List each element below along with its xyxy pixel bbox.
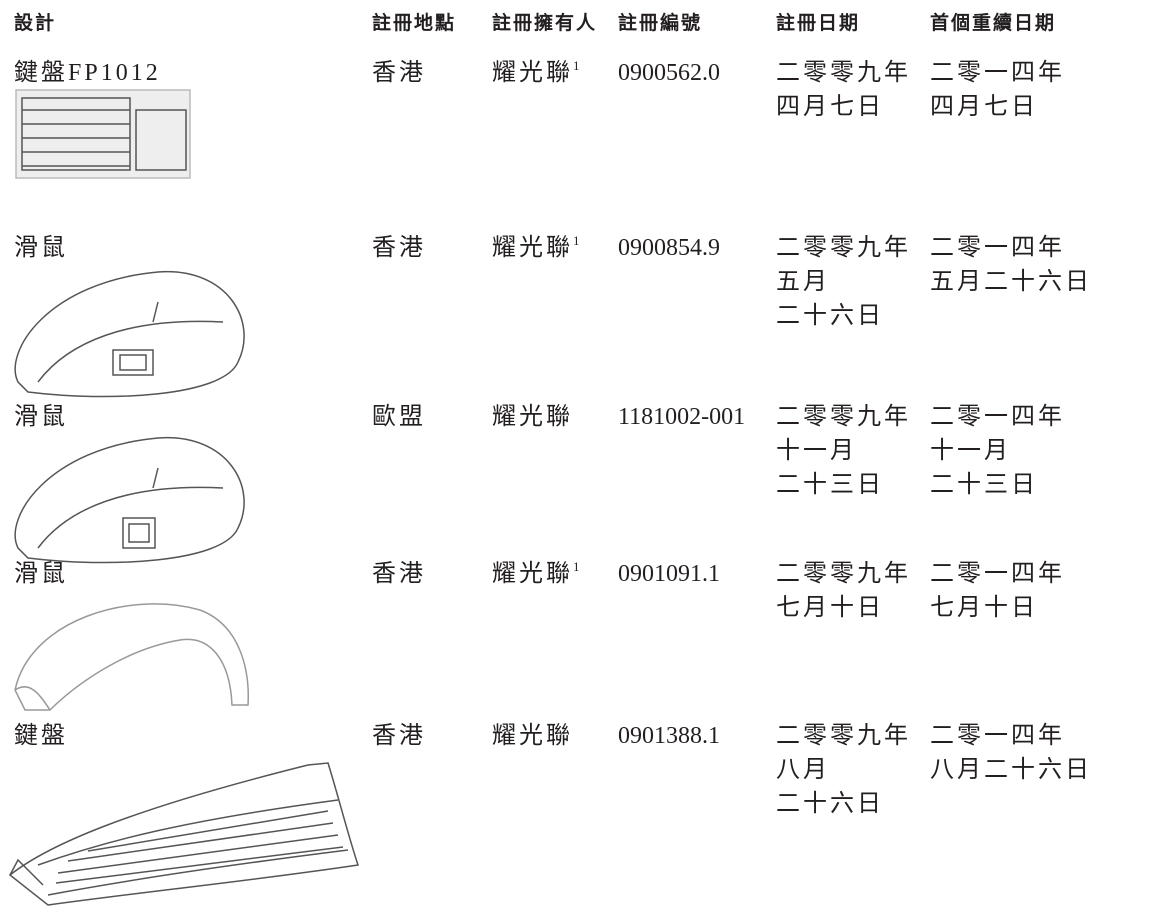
keyboard-image (8, 762, 359, 906)
mouse-image (14, 603, 249, 711)
registration-date-line: 二十六日 (776, 303, 884, 329)
owner-name: 耀光聯 (492, 60, 573, 86)
owner-name: 耀光聯 (492, 235, 573, 261)
renewal-date: 二零一四年十一月二十三日 (930, 400, 1065, 502)
registration-date-line: 四月七日 (776, 94, 884, 120)
registration-date: 二零零九年五月二十六日 (776, 231, 911, 333)
registration-number: 0900562.0 (618, 60, 720, 86)
registration-date-line: 八月 (776, 757, 830, 783)
design-name: 滑鼠 (14, 561, 68, 587)
registration-date: 二零零九年八月二十六日 (776, 719, 911, 821)
design-name: 鍵盤 (14, 723, 68, 749)
registration-date-line: 二十六日 (776, 791, 884, 817)
location: 歐盟 (372, 404, 426, 430)
renewal-date: 二零一四年五月二十六日 (930, 231, 1092, 299)
location: 香港 (372, 235, 426, 261)
registration-number: 0901388.1 (618, 723, 720, 749)
registration-date-line: 二零零九年 (776, 723, 911, 749)
owner: 耀光聯1 (492, 56, 580, 90)
footnote-marker: 1 (573, 58, 580, 73)
footnote-marker: 1 (573, 559, 580, 574)
registration-number: 1181002-001 (618, 404, 746, 430)
mouse-image (14, 271, 245, 398)
design-name: 鍵盤FP1012 (14, 60, 161, 86)
registration-date-line: 二零零九年 (776, 561, 911, 587)
owner-name: 耀光聯 (492, 723, 573, 749)
renewal-date: 二零一四年八月二十六日 (930, 719, 1092, 787)
registration-date: 二零零九年 四月七日 (776, 56, 911, 124)
registration-number: 0901091.1 (618, 561, 720, 587)
column-header: 註冊擁有人 (492, 13, 598, 34)
column-header: 首個重續日期 (930, 13, 1057, 34)
footnote-marker: 1 (573, 233, 580, 248)
renewal-date-line: 二零一四年 (930, 723, 1065, 749)
renewal-date-line: 二零一四年 (930, 404, 1065, 430)
location: 香港 (372, 723, 426, 749)
renewal-date-line: 二十三日 (930, 472, 1038, 498)
location: 香港 (372, 60, 426, 86)
registration-date-line: 五月 (776, 269, 830, 295)
owner: 耀光聯1 (492, 557, 580, 591)
column-header: 註冊日期 (776, 13, 861, 34)
location: 香港 (372, 561, 426, 587)
registration-date-line: 七月十日 (776, 595, 884, 621)
renewal-date: 二零一四年 四月七日 (930, 56, 1065, 124)
renewal-date-line: 八月二十六日 (930, 757, 1092, 783)
owner: 耀光聯1 (492, 231, 580, 265)
renewal-date: 二零一四年 七月十日 (930, 557, 1065, 625)
registration-date-line: 十一月 (776, 438, 857, 464)
owner-name: 耀光聯 (492, 561, 573, 587)
renewal-date-line: 二零一四年 (930, 561, 1065, 587)
column-header: 註冊地點 (372, 13, 457, 34)
keyboard-image (15, 89, 191, 179)
mouse-image (14, 437, 245, 564)
registration-date: 二零零九年 七月十日 (776, 557, 911, 625)
registration-date-line: 二十三日 (776, 472, 884, 498)
column-header: 設計 (14, 13, 57, 34)
renewal-date-line: 七月十日 (930, 595, 1038, 621)
registration-number: 0900854.9 (618, 235, 720, 261)
renewal-date-line: 二零一四年 (930, 60, 1065, 86)
renewal-date-line: 五月二十六日 (930, 269, 1092, 295)
registration-date-line: 二零零九年 (776, 404, 911, 430)
renewal-date-line: 四月七日 (930, 94, 1038, 120)
owner-name: 耀光聯 (492, 404, 573, 430)
registration-date: 二零零九年十一月二十三日 (776, 400, 911, 502)
registration-date-line: 二零零九年 (776, 60, 911, 86)
renewal-date-line: 十一月 (930, 438, 1011, 464)
column-header: 註冊編號 (618, 13, 703, 34)
owner: 耀光聯 (492, 719, 573, 753)
registration-date-line: 二零零九年 (776, 235, 911, 261)
owner: 耀光聯 (492, 400, 573, 434)
renewal-date-line: 二零一四年 (930, 235, 1065, 261)
design-name: 滑鼠 (14, 404, 68, 430)
design-name: 滑鼠 (14, 235, 68, 261)
